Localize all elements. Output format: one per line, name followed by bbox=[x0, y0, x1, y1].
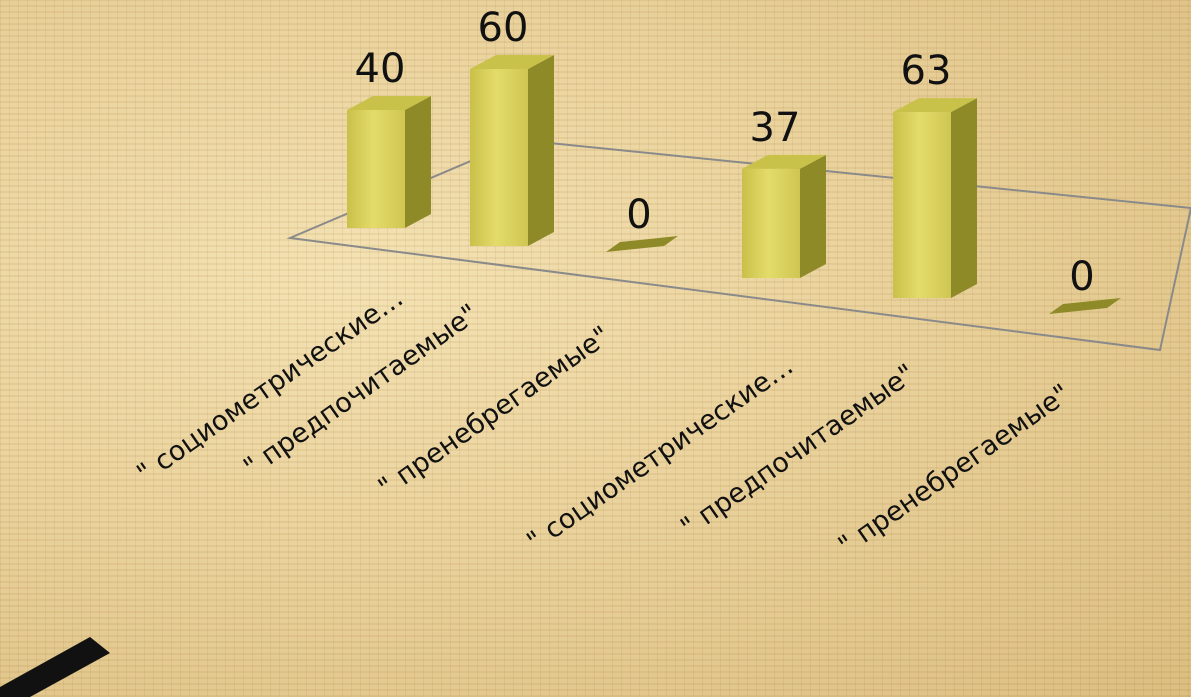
bar bbox=[347, 96, 431, 228]
chart-floor bbox=[286, 138, 1191, 352]
value-label: 0 bbox=[626, 192, 651, 238]
bar bbox=[606, 236, 678, 252]
bar-top-face bbox=[470, 55, 554, 69]
value-label: 37 bbox=[750, 105, 801, 151]
value-label: 63 bbox=[901, 48, 952, 94]
bar-top-face bbox=[893, 98, 977, 113]
bar bbox=[1049, 298, 1121, 314]
category-labels: " социометрические…" предпочитаемые"" пр… bbox=[131, 282, 1076, 561]
bar-front-face bbox=[742, 168, 800, 278]
bar-side-face bbox=[405, 96, 431, 228]
value-label: 0 bbox=[1069, 254, 1094, 300]
value-labels: 40 60 0 37 63 0 bbox=[355, 5, 1095, 300]
bar-flat-tile bbox=[1049, 298, 1121, 314]
bar bbox=[470, 55, 554, 246]
bar bbox=[893, 98, 977, 299]
bar-flat-tile bbox=[606, 236, 678, 252]
bar-front-face bbox=[347, 110, 405, 228]
bar-side-face bbox=[800, 154, 826, 278]
bar-top-face bbox=[742, 154, 826, 169]
bar-front-face bbox=[470, 69, 528, 246]
bar-top-face bbox=[347, 96, 431, 110]
value-label: 60 bbox=[478, 5, 529, 51]
corner-shape bbox=[0, 637, 110, 697]
bar-side-face bbox=[951, 98, 977, 299]
bar bbox=[742, 154, 826, 278]
value-label: 40 bbox=[355, 46, 406, 92]
bar-group bbox=[347, 55, 1121, 314]
bar-side-face bbox=[528, 55, 554, 246]
bar-front-face bbox=[893, 112, 951, 299]
